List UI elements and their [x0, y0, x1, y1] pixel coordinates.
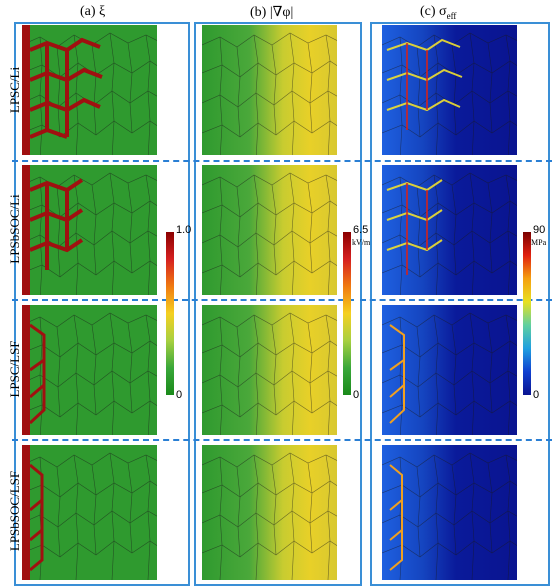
colorbar-gradphi — [343, 232, 351, 395]
panel-gradphi-row3 — [202, 305, 337, 435]
row-label-1: LPSC/Li — [7, 66, 22, 114]
stress-overlay-row1 — [386, 38, 463, 130]
column-frame-b — [194, 22, 362, 586]
dendrite-overlay-row4 — [22, 445, 44, 580]
dendrite-overlay-row1 — [22, 25, 103, 155]
colorbar-stress-unit: MPa — [531, 238, 547, 247]
colorbar-stress-min: 0 — [533, 389, 540, 401]
panel-gradphi-row2 — [202, 165, 337, 295]
colorbar-xi-min: 0 — [176, 389, 183, 401]
colorbar-gradphi-min: 0 — [353, 389, 360, 401]
row-separator-3 — [12, 439, 552, 441]
column-frame-a — [14, 22, 190, 586]
colorbar-stress — [523, 232, 531, 395]
column-title-xi: (a) ξ — [80, 4, 106, 19]
colorbar-xi-max: 1.0 — [176, 224, 192, 236]
colorbar-stress-max: 90 — [533, 224, 546, 236]
row-label-4: LPSbSOC/LSF — [7, 470, 22, 552]
row-separator-2b — [182, 299, 354, 301]
panel-gradphi-row4 — [202, 445, 337, 580]
panel-xi-row2 — [22, 165, 157, 295]
column-title-effective-stress: (c) σeff — [420, 4, 457, 21]
column-title-potential-gradient: (b) |∇φ| — [250, 5, 294, 20]
panel-xi-row1 — [22, 25, 157, 155]
colorbar-xi — [166, 232, 174, 395]
stress-overlay-row2 — [386, 179, 443, 275]
row-separator-2a — [12, 299, 188, 301]
row-separator-2c — [360, 299, 552, 301]
colorbar-gradphi-max: 6.5 — [353, 224, 369, 236]
panel-stress-row1 — [382, 25, 517, 155]
panel-stress-row2 — [382, 165, 517, 295]
dendrite-overlay-row3 — [22, 305, 46, 435]
panel-gradphi-row1 — [202, 25, 337, 155]
dendrite-overlay-row2 — [22, 165, 84, 295]
row-label-2: LPSbSOC/Li — [7, 194, 22, 264]
row-label-3: LPSC/LSF — [7, 340, 22, 398]
row-separator-1 — [12, 160, 552, 162]
stress-overlay-row3 — [389, 324, 405, 424]
panel-xi-row4 — [22, 445, 157, 580]
colorbar-gradphi-unit: kV/m — [352, 238, 371, 247]
panel-stress-row4 — [382, 445, 517, 580]
column-frame-c — [370, 22, 550, 586]
stress-overlay-row4 — [389, 464, 403, 571]
